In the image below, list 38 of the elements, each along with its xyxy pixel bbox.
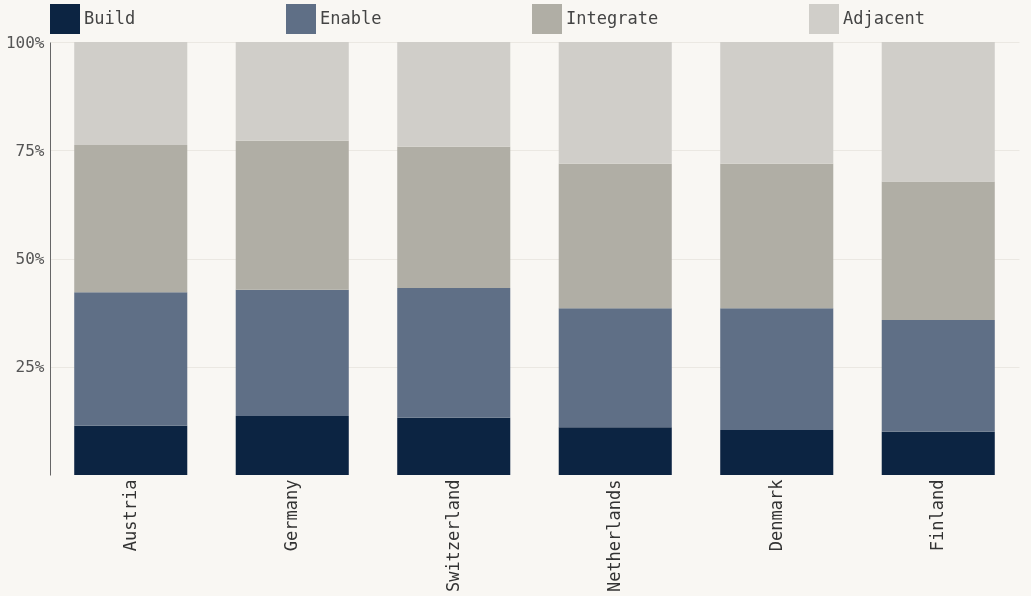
- x-tick-label: Finland: [927, 479, 948, 552]
- bar: [397, 146, 511, 288]
- bar: [74, 42, 188, 146]
- bar: [558, 42, 672, 164]
- bar: [397, 287, 511, 418]
- bar: [881, 319, 995, 432]
- legend-label: Enable: [320, 8, 382, 28]
- bar: [720, 42, 834, 164]
- y-tick-label: 25%: [15, 357, 45, 377]
- bar: [74, 425, 188, 475]
- bar: [881, 42, 995, 182]
- bar: [881, 181, 995, 320]
- x-tick-label: Netherlands: [604, 479, 625, 593]
- x-tick-label: Germany: [281, 479, 302, 552]
- bar: [235, 42, 349, 141]
- bar: [558, 163, 672, 309]
- bar: [235, 289, 349, 417]
- x-tick-label: Denmark: [765, 479, 786, 552]
- bar: [558, 308, 672, 428]
- legend-label: Adjacent: [843, 8, 925, 28]
- legend-label: Integrate: [566, 8, 659, 28]
- bar: [397, 417, 511, 475]
- y-tick-label: 50%: [15, 249, 45, 268]
- bar: [720, 308, 834, 430]
- y-tick-label: 100%: [5, 32, 45, 52]
- x-tick-label: Switzerland: [442, 479, 463, 593]
- bar: [235, 140, 349, 290]
- bar: [397, 42, 511, 147]
- legend-label: Build: [84, 8, 136, 28]
- bar: [881, 431, 995, 475]
- bar: [74, 145, 188, 293]
- bar: [720, 163, 834, 309]
- y-tick-label: 75%: [15, 140, 45, 160]
- bar: [74, 292, 188, 426]
- bar: [235, 416, 349, 475]
- bar: [558, 427, 672, 475]
- bar: [720, 429, 834, 475]
- x-tick-label: Austria: [119, 479, 140, 552]
